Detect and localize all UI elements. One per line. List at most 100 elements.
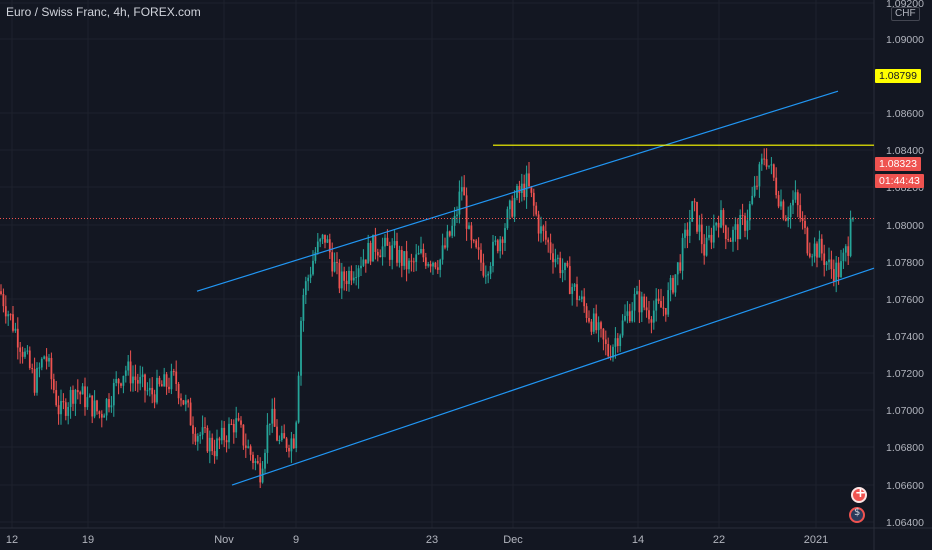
candle xyxy=(273,397,276,427)
candle xyxy=(254,458,257,471)
candle xyxy=(640,291,643,322)
candle xyxy=(268,423,271,436)
upper-channel-line[interactable] xyxy=(196,90,839,292)
candle xyxy=(638,279,641,324)
candle xyxy=(98,410,101,419)
candle xyxy=(364,259,367,273)
candle xyxy=(580,290,583,303)
candle xyxy=(379,249,382,258)
candle xyxy=(182,399,185,406)
candle xyxy=(168,377,170,393)
candle xyxy=(724,224,727,250)
candle xyxy=(24,348,26,359)
candle xyxy=(746,209,749,240)
candle xyxy=(26,345,29,355)
candle xyxy=(100,410,103,428)
candle xyxy=(74,388,77,416)
x-tick-label: 22 xyxy=(713,534,725,546)
candle xyxy=(297,371,300,424)
candle xyxy=(696,201,698,234)
candle xyxy=(259,457,262,489)
current-price-label: 1.08323 xyxy=(875,157,921,171)
candle xyxy=(187,399,190,408)
candle xyxy=(751,186,754,206)
lower-channel-line[interactable] xyxy=(231,267,875,486)
candle xyxy=(33,357,36,396)
candle xyxy=(309,266,312,284)
candle xyxy=(156,369,158,405)
candle xyxy=(424,252,427,269)
candle xyxy=(146,382,149,396)
candle xyxy=(753,176,756,198)
candle xyxy=(657,289,660,304)
candle xyxy=(825,260,828,271)
candle xyxy=(511,195,514,219)
y-tick-label: 1.06600 xyxy=(886,480,924,492)
candle xyxy=(595,304,598,334)
candle xyxy=(686,222,689,249)
candle xyxy=(547,237,550,253)
y-tick-label: 1.06400 xyxy=(886,517,924,529)
candle xyxy=(172,368,175,376)
candle xyxy=(21,346,24,364)
candle xyxy=(585,303,588,323)
candle xyxy=(122,375,125,394)
candle xyxy=(504,223,506,252)
candle xyxy=(494,235,497,246)
currency-event-icon[interactable] xyxy=(849,507,865,523)
candle xyxy=(72,385,74,411)
candle xyxy=(307,274,310,291)
candle xyxy=(806,226,809,256)
candle xyxy=(801,211,804,230)
candle xyxy=(770,157,773,175)
candle xyxy=(300,316,302,386)
candle xyxy=(808,242,811,259)
add-alert-icon[interactable] xyxy=(851,486,867,503)
candle xyxy=(16,317,19,360)
candle xyxy=(127,354,130,376)
candle xyxy=(777,190,780,209)
candle xyxy=(120,382,122,389)
candle xyxy=(468,222,470,230)
candle xyxy=(252,451,254,470)
candle xyxy=(400,246,403,278)
candle xyxy=(552,243,554,274)
candle xyxy=(463,175,466,196)
x-tick-label: 23 xyxy=(426,534,438,546)
y-tick-label: 1.09200 xyxy=(886,0,924,10)
candle xyxy=(501,236,504,255)
candle xyxy=(338,259,341,294)
candle xyxy=(830,250,833,279)
candle xyxy=(477,237,480,260)
candle xyxy=(144,373,146,403)
candle xyxy=(693,198,696,212)
candle xyxy=(518,180,521,203)
y-tick-label: 1.08400 xyxy=(886,145,924,157)
candle xyxy=(2,288,5,313)
candle xyxy=(247,439,250,449)
candle xyxy=(158,375,161,387)
x-tick-label: 12 xyxy=(6,534,18,546)
candle xyxy=(7,310,10,326)
candle xyxy=(324,234,326,249)
candle xyxy=(115,371,118,387)
candle xyxy=(571,283,574,306)
candle xyxy=(357,265,360,289)
candle xyxy=(487,271,490,284)
candle xyxy=(787,206,790,228)
candle xyxy=(813,237,816,263)
candle xyxy=(244,433,247,458)
candle xyxy=(434,261,437,270)
candle xyxy=(19,342,22,364)
candle xyxy=(561,258,564,283)
candle xyxy=(60,389,62,425)
y-tick-label: 1.09000 xyxy=(886,34,924,46)
candle xyxy=(566,260,569,268)
candle xyxy=(285,436,288,452)
candle xyxy=(340,262,343,300)
candle xyxy=(108,393,110,413)
candle xyxy=(794,180,797,203)
candle xyxy=(446,224,449,251)
candle xyxy=(240,416,242,428)
